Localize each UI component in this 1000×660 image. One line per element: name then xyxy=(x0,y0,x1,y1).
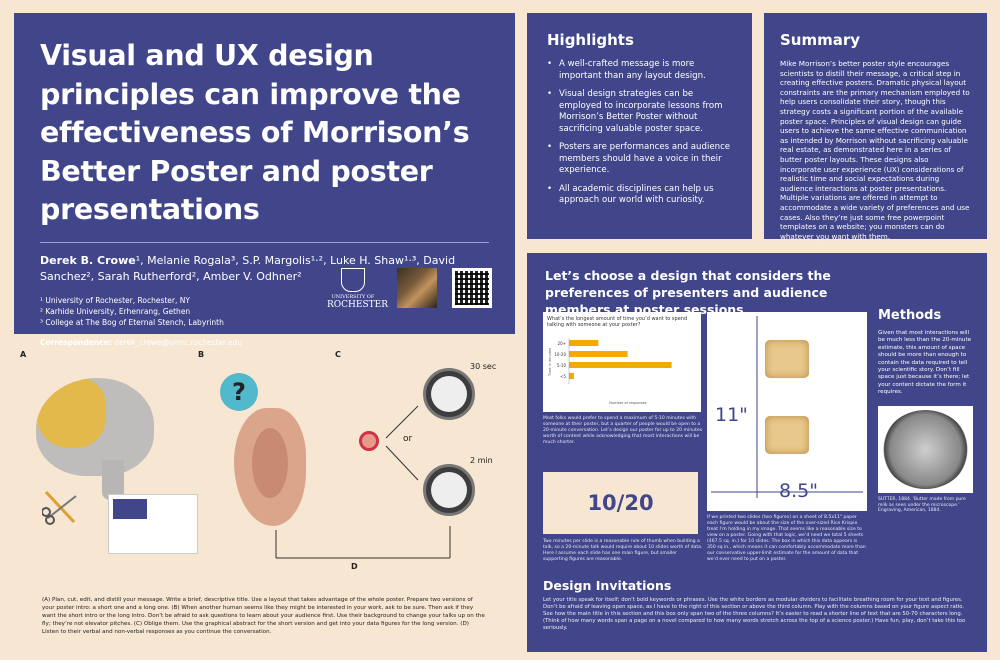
fraction-caption: Two minutes per slide is a reasonable ru… xyxy=(543,539,703,562)
chart-category-label: 5-10 xyxy=(557,363,567,368)
author-list: Derek B. Crowe¹, Melanie Rogala³, S.P. M… xyxy=(40,253,489,285)
highlights-panel: Highlights A well-crafted message is mor… xyxy=(527,13,752,239)
ear-inner xyxy=(252,428,288,498)
chart-category-label: 20+ xyxy=(558,341,566,346)
highlights-heading: Highlights xyxy=(547,31,634,49)
logo-line-1: UNIVERSITY OF xyxy=(331,294,375,300)
height-dimension: 11" xyxy=(715,404,748,426)
paper-caption: If we printed two slides (two figures) o… xyxy=(707,515,866,562)
question-icon: ? xyxy=(220,373,258,411)
chart-category-label: 10-20 xyxy=(554,352,566,357)
chart-bar xyxy=(569,373,574,379)
invitations-heading: Design Invitations xyxy=(543,578,672,593)
clock-2min-label: 2 min xyxy=(470,456,493,465)
rice-krispie-treat-bottom xyxy=(765,416,809,454)
correspondence: Correspondence: derek_crowe@urmc.rochest… xyxy=(40,338,489,347)
other-authors: ¹, Melanie Rogala³, S.P. Margolis¹·², Lu… xyxy=(40,253,456,283)
width-dimension: 8.5" xyxy=(779,480,818,502)
qr-code[interactable] xyxy=(452,268,492,308)
label-b: B xyxy=(198,350,205,359)
chart-category-label: <5 xyxy=(560,374,566,379)
methods-heading: Methods xyxy=(878,308,942,323)
affiliation-1: ¹ University of Rochester, Rochester, NY xyxy=(40,295,190,305)
highlights-list: A well-crafted message is more important… xyxy=(547,59,732,207)
brain-icon xyxy=(36,378,154,476)
affiliations: ¹ University of Rochester, Rochester, NY… xyxy=(40,295,489,328)
affiliation-2: ² Karhide University, Erhenrang, Gethen xyxy=(40,306,191,316)
mini-poster-thumbnail xyxy=(108,494,198,554)
clock-face xyxy=(431,472,467,508)
label-c: C xyxy=(335,350,341,359)
university-logo: UNIVERSITY OF ROCHESTER xyxy=(327,268,388,310)
highlight-item: Visual design strategies can be employed… xyxy=(547,89,732,135)
flow-arrows xyxy=(275,405,451,559)
qr-code-pattern xyxy=(455,271,489,305)
lead-author: Derek B. Crowe xyxy=(40,253,136,267)
chart-caption: Most folks would prefer to spend a maxim… xyxy=(543,416,703,445)
mouth-icon xyxy=(359,431,379,451)
chart-plot: 20+ 10-20 5-10 <5 Number of responses Time in… xyxy=(548,338,672,405)
chart-bar xyxy=(569,351,628,357)
microscope-engraving xyxy=(878,406,973,493)
chart-y-axis-label: Time in minutes xyxy=(548,348,552,377)
clock-face xyxy=(431,376,467,412)
chart-bar xyxy=(569,340,599,346)
engraving-caption: SUTTER, 1884. 'Butter made from pure mil… xyxy=(878,497,966,514)
clock-icon-30s xyxy=(423,368,475,420)
methods-section: Methods Given that most interactions wil… xyxy=(878,308,973,397)
or-label: or xyxy=(403,434,413,444)
summary-heading: Summary xyxy=(780,31,861,49)
abstract-caption: (A) Plan, cut, edit, and distill your me… xyxy=(42,597,485,635)
summary-panel: Summary Mike Morrison’s better poster st… xyxy=(764,13,987,241)
highlight-item: All academic disciplines can help us app… xyxy=(547,184,732,207)
dimension-arrows xyxy=(711,316,863,498)
methods-text: Given that most interactions will be muc… xyxy=(878,330,972,396)
summary-text: Mike Morrison’s better poster style enco… xyxy=(780,59,970,241)
highlight-item: Posters are performances and audience me… xyxy=(547,142,732,177)
brain-stem xyxy=(102,460,124,500)
poster-title: Visual and UX design principles can impr… xyxy=(40,39,470,226)
microscope-view xyxy=(882,410,969,489)
chart-x-axis-label: Number of responses xyxy=(609,401,647,405)
rice-krispie-treat-top xyxy=(765,340,809,378)
brain-frontal-lobe xyxy=(36,378,106,448)
ear-icon xyxy=(234,408,306,526)
invitations-text: Let your title speak for itself; don’t b… xyxy=(543,597,966,631)
mini-poster-title-block xyxy=(113,499,147,519)
slide-fraction: 10/20 xyxy=(543,472,698,534)
correspondence-label: Correspondence: xyxy=(40,337,112,347)
title-divider xyxy=(40,241,489,243)
author-photo xyxy=(397,268,437,308)
title-panel: Visual and UX design principles can impr… xyxy=(14,13,515,347)
highlight-item: A well-crafted message is more important… xyxy=(547,59,732,82)
survey-chart: What’s the longest amount of time you’d … xyxy=(543,312,701,412)
graphical-abstract: A B C D ? or 30 sec 2 min (A) Plan, cut,… xyxy=(14,340,515,652)
paper-sheet: 11" 8.5" xyxy=(707,312,867,511)
chart-title: What’s the longest amount of time you’d … xyxy=(547,316,688,328)
label-a: A xyxy=(20,350,27,359)
scissors-icon xyxy=(42,490,77,525)
chart-bar xyxy=(569,362,672,368)
design-heading: Let’s choose a design that considers the… xyxy=(545,268,831,317)
shield-icon xyxy=(341,268,365,292)
logo-line-2: ROCHESTER xyxy=(327,300,388,310)
clock-30s-label: 30 sec xyxy=(470,362,497,371)
affiliation-3: ³ College at The Bog of Eternal Stench, … xyxy=(40,317,224,327)
correspondence-email[interactable]: derek_crowe@urmc.rochester.edu xyxy=(114,337,242,347)
clock-icon-2min xyxy=(423,464,475,516)
design-panel: Let’s choose a design that considers the… xyxy=(527,253,987,652)
label-d: D xyxy=(351,562,358,571)
